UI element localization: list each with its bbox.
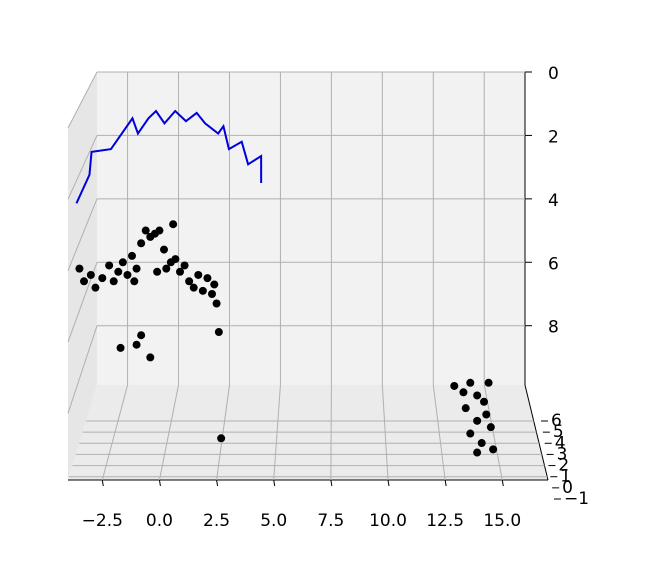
x-tick-label: 2.5 (203, 511, 230, 531)
point (141, 226, 150, 235)
trajectory (75, 109, 263, 204)
point (91, 283, 100, 292)
point (160, 245, 168, 254)
point (128, 251, 136, 260)
point (217, 434, 226, 443)
point (480, 397, 488, 406)
x-tick-label: 15.0 (483, 511, 521, 531)
point (473, 391, 482, 400)
x-tick-label: 7.5 (317, 511, 344, 531)
point (198, 286, 207, 295)
point (486, 423, 495, 432)
back-pane (97, 72, 525, 385)
point (109, 277, 118, 286)
grid-line (67, 198, 98, 271)
z-tick-label: 2 (548, 127, 559, 147)
grid-line (67, 135, 98, 200)
tick-mark (330, 479, 333, 487)
y-tick-label: 0 (562, 478, 573, 498)
point (208, 289, 216, 298)
point (466, 429, 475, 438)
point (118, 258, 127, 267)
point (116, 343, 125, 352)
point (130, 277, 139, 286)
point (176, 267, 184, 276)
point (450, 381, 459, 390)
z-tick-label: 8 (548, 318, 559, 338)
point (86, 270, 95, 279)
y-axis-line (524, 384, 549, 481)
y-tick-label: −1 (564, 489, 589, 509)
point (75, 264, 84, 273)
point (473, 416, 482, 425)
tick-mark (501, 479, 504, 487)
x-tick-label: 10.0 (369, 511, 407, 531)
tick-mark (101, 479, 104, 487)
point (185, 277, 194, 286)
point (146, 353, 155, 362)
grid-line (67, 325, 98, 414)
point (137, 239, 146, 248)
y-tick-label: 3 (557, 444, 568, 464)
point (214, 328, 223, 337)
point (212, 299, 221, 308)
tick-mark (387, 479, 390, 487)
x-tick-label: −2.5 (82, 511, 123, 531)
point (132, 340, 141, 349)
point (484, 378, 493, 387)
tick-mark (444, 479, 447, 487)
x-tick-label: 12.5 (426, 511, 464, 531)
point (155, 226, 164, 235)
z-tick-label: 0 (548, 64, 559, 84)
point (169, 220, 178, 229)
point (461, 404, 470, 413)
z-tick-label: 6 (548, 254, 559, 274)
y-tick-label: 5 (553, 422, 564, 442)
point (105, 261, 114, 270)
y-tick-label: 6 (551, 411, 562, 431)
grid-line (67, 71, 98, 129)
point (210, 280, 219, 289)
point (203, 274, 212, 283)
point (123, 270, 132, 279)
point (162, 264, 171, 273)
y-tick-label: 2 (558, 456, 569, 476)
tick-mark (158, 479, 161, 487)
point (80, 277, 88, 286)
point (459, 388, 468, 397)
y-tick-label: 4 (555, 433, 566, 453)
point (466, 378, 475, 387)
point (171, 255, 180, 264)
point (489, 445, 498, 454)
point (98, 274, 107, 283)
point (477, 439, 486, 448)
tick-mark (216, 479, 219, 487)
point (153, 267, 162, 276)
point (194, 270, 203, 279)
point (180, 261, 189, 270)
x-tick-label: 5.0 (260, 511, 287, 531)
point (189, 283, 198, 292)
point (137, 331, 146, 340)
point (482, 410, 491, 419)
z-tick-label: 4 (548, 191, 559, 211)
y-tick-label: 1 (560, 467, 571, 487)
point (473, 448, 482, 457)
point (132, 264, 141, 273)
tick-mark (273, 479, 276, 487)
point (114, 267, 123, 276)
x-tick-label: 0.0 (146, 511, 173, 531)
